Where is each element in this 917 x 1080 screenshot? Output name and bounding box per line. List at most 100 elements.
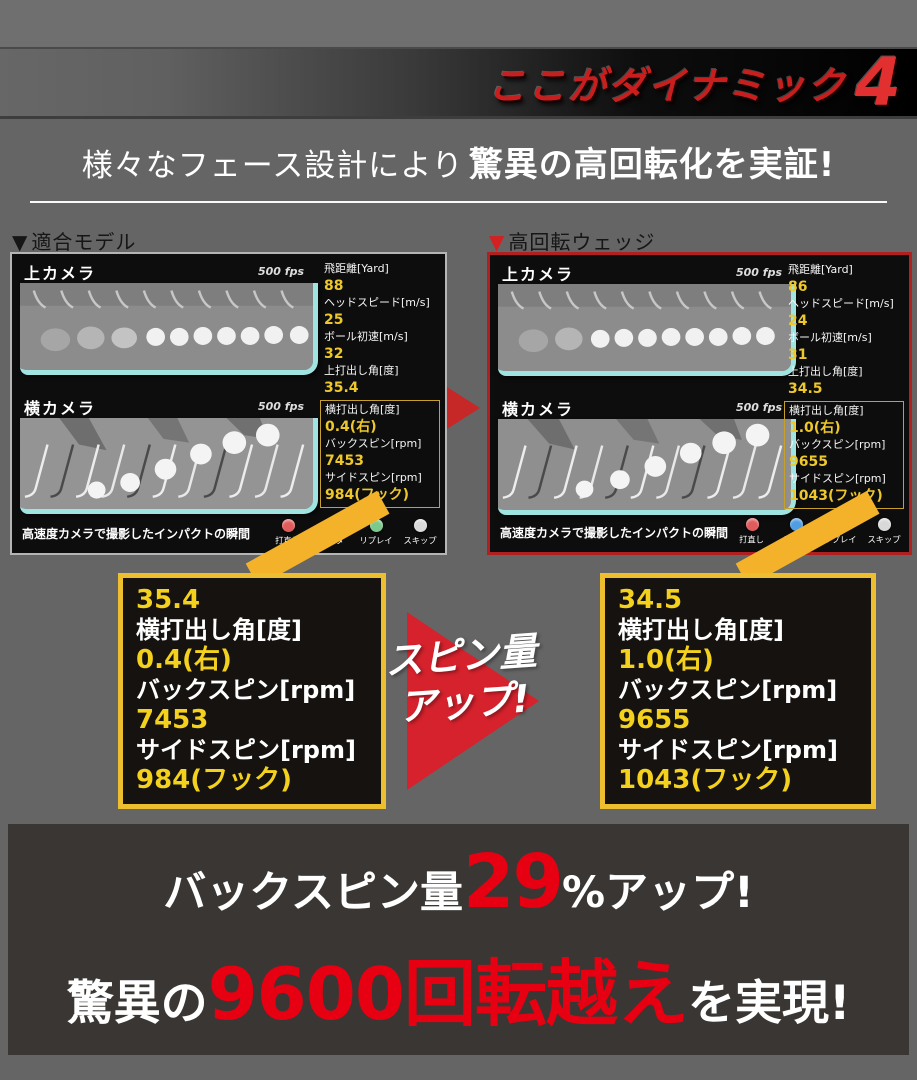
spin-up-arrow-icon xyxy=(407,612,539,790)
metric-label: バックスピン[rpm] xyxy=(325,437,422,450)
retry-shot-button: 打直し xyxy=(733,518,771,546)
callout-label: サイドスピン[rpm] xyxy=(136,736,356,764)
metric-value: 25 xyxy=(324,312,344,328)
impact-sequence-side-view xyxy=(20,418,313,509)
metric-label: サイドスピン[rpm] xyxy=(325,471,422,484)
callout-value: 1.0(右) xyxy=(618,645,714,675)
right-panel-label: ▼ 高回転ウェッジ xyxy=(489,226,655,255)
camera-caption: 高速度カメラで撮影したインパクトの瞬間 xyxy=(500,525,729,540)
metric-value: 31 xyxy=(788,347,808,363)
metric-value: 88 xyxy=(324,278,344,294)
triangle-down-icon: ▼ xyxy=(12,230,29,254)
metric-value: 86 xyxy=(788,279,808,295)
impact-sequence-top-view xyxy=(20,283,313,370)
brand-logo-number: 4 xyxy=(855,43,901,121)
fps-label: 500 fps xyxy=(736,266,782,279)
caption-bar: 高速度カメラで撮影したインパクトの瞬間 打直し データ リプレイ スキップ xyxy=(12,513,445,553)
gray-dot-icon xyxy=(413,519,427,532)
highlighted-metrics-box: 横打出し角[度] 0.4(右) バックスピン[rpm] 7453 サイドスピン[… xyxy=(320,400,440,508)
claim1-prefix: バックスピン量 xyxy=(163,868,464,918)
metric-value: 0.4(右) xyxy=(325,419,377,435)
right-arrow-icon xyxy=(447,387,480,429)
metric-label: 横打出し角[度] xyxy=(789,404,864,417)
claim2-suffix: を実現! xyxy=(687,976,851,1031)
fps-label: 500 fps xyxy=(258,400,304,413)
impact-sequence-top-view xyxy=(498,284,791,371)
metric-value: 24 xyxy=(788,313,808,329)
metric-label: サイドスピン[rpm] xyxy=(789,472,886,485)
metric-label: 上打出し角[度] xyxy=(324,364,399,377)
top-camera-image xyxy=(20,283,318,375)
claim-line-1: バックスピン量29%アップ! xyxy=(163,839,753,925)
metric-label: 飛距離[Yard] xyxy=(324,262,389,275)
button-label: スキップ xyxy=(867,536,901,546)
metrics-column: 飛距離[Yard] 88 ヘッドスピード[m/s] 25 ボール初速[m/s] … xyxy=(320,261,440,508)
side-camera-label: 横カメラ xyxy=(24,399,97,418)
impact-sequence-side-view xyxy=(498,419,791,510)
left-launch-monitor-panel: 上カメラ 500 fps xyxy=(10,252,447,555)
metric-label: 上打出し角[度] xyxy=(788,365,863,378)
metric-value: 7453 xyxy=(325,453,364,469)
triangle-down-icon: ▼ xyxy=(489,230,506,254)
page-title-bold: 驚異の高回転化を実証! xyxy=(468,145,836,185)
metric-label: 飛距離[Yard] xyxy=(788,263,853,276)
claim-banner: バックスピン量29%アップ! 驚異の9600回転越えを実現! xyxy=(8,824,909,1055)
side-camera-image xyxy=(498,419,796,515)
claim1-suffix: %アップ! xyxy=(562,868,754,918)
right-panel-label-text: 高回転ウェッジ xyxy=(508,230,656,254)
metric-value: 34.5 xyxy=(788,381,823,397)
gray-dot-icon xyxy=(877,518,891,531)
metric-value: 1.0(右) xyxy=(789,420,841,436)
metric-label: 横打出し角[度] xyxy=(325,403,400,416)
highlighted-metrics-box: 横打出し角[度] 1.0(右) バックスピン[rpm] 9655 サイドスピン[… xyxy=(784,401,904,509)
metric-value: 32 xyxy=(324,346,344,362)
button-label: リプレイ xyxy=(823,536,857,546)
red-dot-icon xyxy=(745,518,759,531)
claim2-prefix: 驚異の xyxy=(66,976,208,1031)
button-label: スキップ xyxy=(403,537,437,547)
camera-caption: 高速度カメラで撮影したインパクトの瞬間 xyxy=(22,526,251,541)
claim-line-2: 驚異の9600回転越えを実現! xyxy=(67,935,851,1040)
side-camera-image xyxy=(20,418,318,514)
top-strip xyxy=(0,0,917,47)
page-title-normal: 様々なフェース設計により xyxy=(81,148,464,184)
skip-button: スキップ xyxy=(865,518,903,546)
left-panel-label-text: 適合モデル xyxy=(31,230,137,254)
metric-label: バックスピン[rpm] xyxy=(789,438,886,451)
skip-button: スキップ xyxy=(401,519,439,547)
left-panel-label: ▼ 適合モデル xyxy=(12,226,136,255)
title-underline xyxy=(30,201,887,203)
button-label: 打直し xyxy=(739,536,765,546)
top-camera-label: 上カメラ xyxy=(502,265,575,284)
logo-banner: ここがダイナミック 4 xyxy=(0,47,917,119)
metric-value: 35.4 xyxy=(324,380,359,396)
metric-label: ヘッドスピード[m/s] xyxy=(788,297,894,310)
callout-value: 9655 xyxy=(618,705,691,735)
callout-label: バックスピン[rpm] xyxy=(136,676,356,704)
fps-label: 500 fps xyxy=(258,265,304,278)
brand-logo-text: ここがダイナミック xyxy=(487,64,848,108)
callout-value: 34.5 xyxy=(618,585,683,615)
red-dot-icon xyxy=(281,519,295,532)
side-camera-label: 横カメラ xyxy=(502,400,575,419)
top-camera-image xyxy=(498,284,796,376)
spin-up-text: スピン量 アップ! xyxy=(357,626,568,734)
metric-label: ボール初速[m/s] xyxy=(788,331,872,344)
callout-value: 1043(フック) xyxy=(618,765,793,795)
callout-label: サイドスピン[rpm] xyxy=(618,736,838,764)
callout-value: 35.4 xyxy=(136,585,201,615)
callout-value: 984(フック) xyxy=(136,765,293,795)
right-zoom-callout: 34.5 横打出し角[度] 1.0(右) バックスピン[rpm] 9655 サイ… xyxy=(600,573,876,809)
metrics-column: 飛距離[Yard] 86 ヘッドスピード[m/s] 24 ボール初速[m/s] … xyxy=(784,262,904,509)
callout-label: バックスピン[rpm] xyxy=(618,676,838,704)
claim2-highlight: 9600回転越え xyxy=(207,952,689,1036)
callout-value: 7453 xyxy=(136,705,209,735)
callout-label: 横打出し角[度] xyxy=(618,616,784,644)
top-camera-label: 上カメラ xyxy=(24,264,97,283)
fps-label: 500 fps xyxy=(736,401,782,414)
metric-label: ヘッドスピード[m/s] xyxy=(324,296,430,309)
left-zoom-callout: 35.4 横打出し角[度] 0.4(右) バックスピン[rpm] 7453 サイ… xyxy=(118,573,386,809)
claim1-number: 29 xyxy=(463,839,564,925)
button-label: リプレイ xyxy=(359,537,393,547)
